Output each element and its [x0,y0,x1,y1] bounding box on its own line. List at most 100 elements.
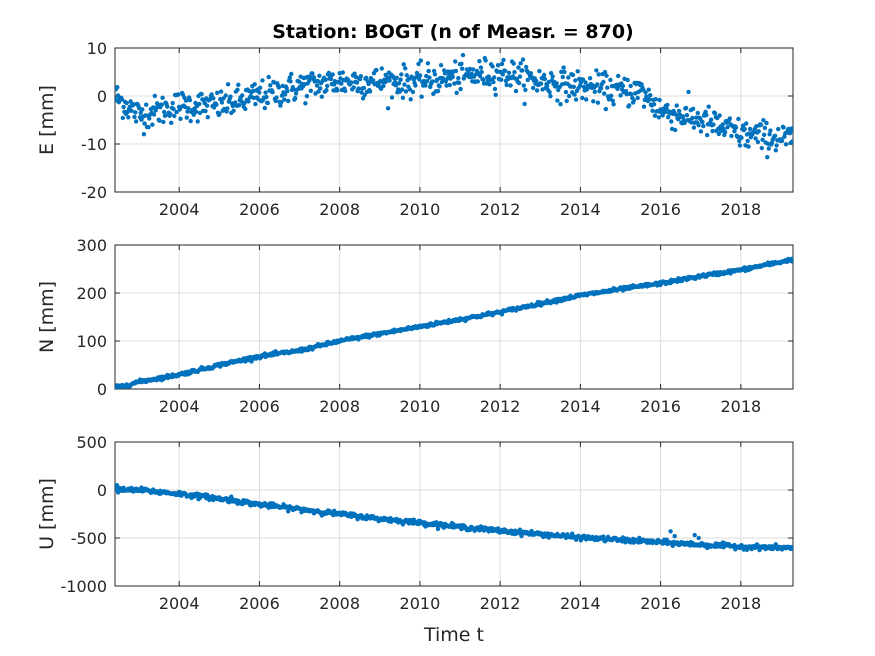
data-point [592,89,597,95]
data-point [478,65,484,70]
data-point [133,119,139,124]
data-point [323,77,328,82]
data-point [584,97,589,102]
data-point [133,110,138,115]
data-point [361,85,367,91]
data-point [398,77,403,82]
data-point [602,91,607,96]
y-tick-label: 10 [87,39,107,58]
data-point [214,102,219,107]
data-point [716,131,722,137]
data-point [568,84,573,89]
data-point [746,144,751,149]
data-point [708,117,714,122]
y-tick-label: 500 [76,433,107,452]
data-point [129,108,134,114]
data-point [753,136,758,141]
data-point [257,85,263,91]
data-point [236,103,242,108]
series-e [115,52,793,160]
data-point [197,110,203,116]
data-point [128,99,133,104]
data-point [581,84,587,90]
data-point [712,111,718,116]
data-point [573,97,579,102]
panels: 2004 2006 2008 2010 2012 2014 2016 2018 -20 -10 0 1… [36,39,794,646]
data-point [601,534,606,539]
data-point [293,91,299,96]
data-point [160,95,165,101]
data-point [147,116,152,121]
data-point [732,129,737,134]
data-point [340,70,345,75]
data-point [203,108,208,114]
data-point [653,97,658,102]
data-point [260,78,265,83]
data-point [418,58,423,63]
data-point [326,70,331,76]
data-point [219,100,225,105]
data-point [756,129,761,134]
data-point [427,75,432,80]
data-point [595,82,600,87]
data-point [706,104,711,109]
data-point [776,126,781,132]
data-point [296,79,302,84]
data-point [387,78,392,83]
data-point [265,100,271,106]
data-point [379,66,384,71]
series-u [115,483,793,553]
data-point [698,129,704,134]
data-point [760,137,765,142]
y-axis-label: N [mm] [36,281,58,353]
data-point [566,75,571,80]
data-point [364,75,369,81]
data-point [635,95,640,101]
data-point [517,74,523,79]
data-point [311,75,317,80]
data-point [115,483,120,488]
data-point [518,61,523,66]
data-point [618,93,623,98]
data-point [534,78,539,84]
data-point [324,88,329,93]
data-point [318,86,323,91]
data-point [279,100,284,105]
data-point [124,100,129,106]
data-point [737,138,742,144]
data-point [204,103,210,108]
data-point [598,86,604,91]
data-point [366,81,371,87]
x-tick-label: 2016 [640,594,681,613]
data-point [692,532,697,538]
data-point [537,68,542,74]
data-point [665,102,670,108]
data-point [435,526,441,532]
data-point [601,79,606,85]
data-point [737,143,743,148]
data-point [560,74,565,80]
x-tick-label: 2004 [159,594,200,613]
data-point [641,87,646,92]
data-point [674,103,679,108]
data-point [400,95,406,101]
x-tick-label: 2018 [720,594,761,613]
data-point [764,120,769,126]
data-point [695,110,700,116]
data-point [278,103,283,108]
data-point [493,92,498,98]
data-point [783,142,789,147]
data-point [425,61,431,66]
data-point [187,97,193,103]
axes-border [114,244,794,390]
data-point [591,99,596,104]
data-point [416,61,421,67]
panel-n: 2004 2006 2008 2010 2012 2014 2016 2018 0 100 200 3… [36,236,794,416]
data-point [523,87,528,93]
data-point [547,90,552,95]
data-point [335,88,340,93]
data-point [691,125,697,130]
data-point [521,83,526,88]
data-point [722,129,728,135]
